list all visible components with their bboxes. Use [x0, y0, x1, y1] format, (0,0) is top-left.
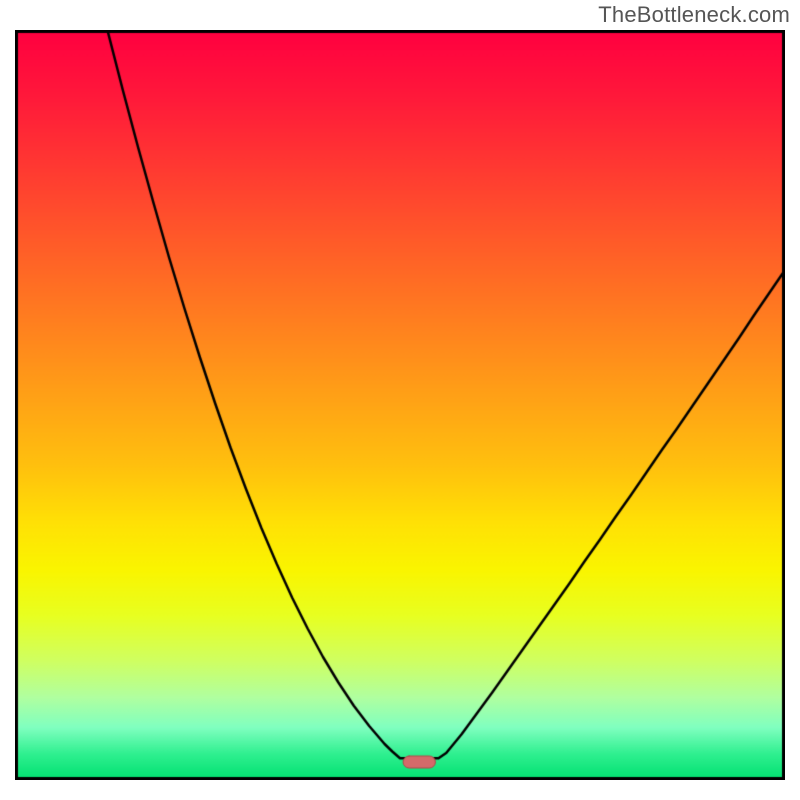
chart-canvas — [15, 30, 785, 780]
watermark-text: TheBottleneck.com — [598, 2, 790, 28]
bottleneck-chart — [15, 30, 785, 780]
